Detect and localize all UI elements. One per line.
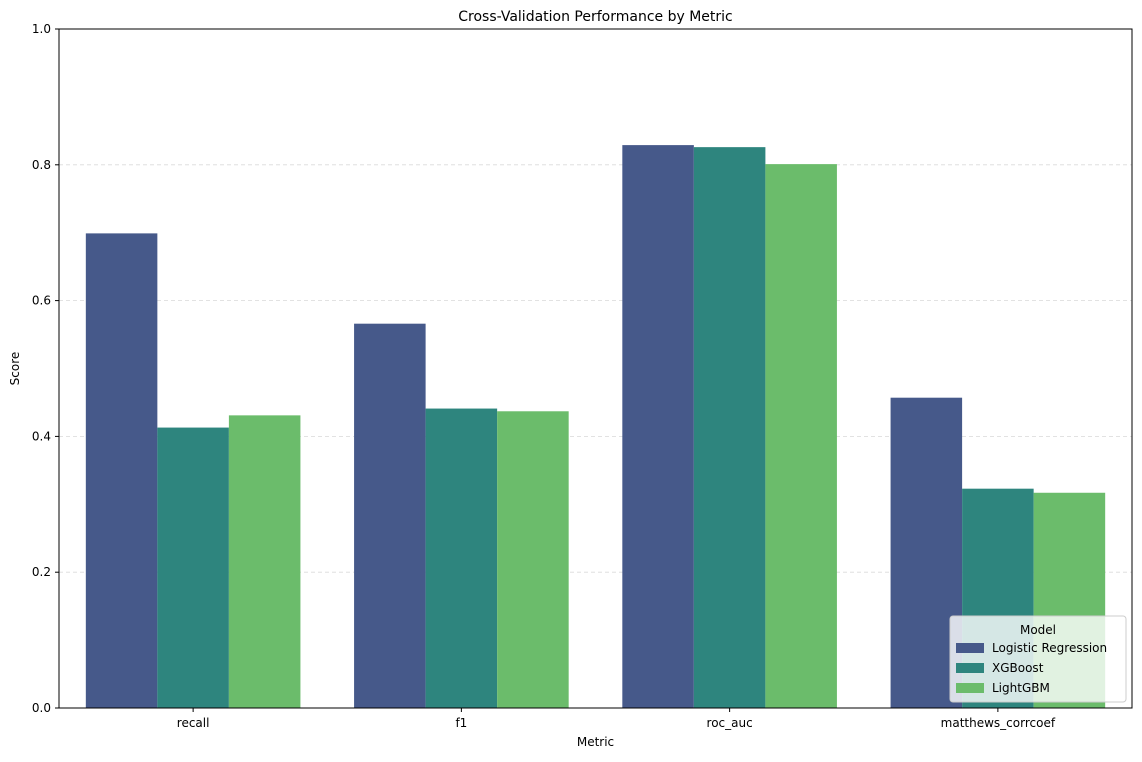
legend-swatch [956,663,984,673]
bar-roc_auc-logistic-regression [622,145,694,708]
y-tick-label: 0.2 [32,565,51,579]
legend-title: Model [1020,623,1056,637]
bar-roc_auc-xgboost [693,147,766,708]
legend-swatch [956,683,984,693]
axes: 0.0 0.2 0.4 0.6 0.8 1.0 recall f1 roc_auc matthew… [32,22,1133,730]
legend-label: LightGBM [992,681,1050,695]
bar-f1-logistic-regression [354,323,426,708]
y-tick-label: 0.8 [32,158,51,172]
bar-recall-xgboost [157,427,229,708]
bar-roc_auc-lightgbm [765,164,837,709]
y-tick-label: 0.6 [32,294,51,308]
x-tick-label: f1 [455,716,467,730]
legend-swatch [956,643,984,653]
legend: Model Logistic Regression XGBoost LightGBM [949,615,1127,703]
plot-frame [58,28,1133,709]
y-axis-title: Score [8,352,22,386]
bars [85,145,1106,709]
bar-f1-xgboost [425,408,498,708]
y-tick-label: 1.0 [32,22,51,36]
x-tick-label: roc_auc [707,716,753,730]
y-tick-label: 0.4 [32,429,51,443]
chart-title: Cross-Validation Performance by Metric [458,9,733,25]
bar-recall-logistic-regression [85,233,158,708]
y-tick-label: 0.0 [32,701,51,715]
legend-label: Logistic Regression [992,641,1107,655]
x-axis-title: Metric [577,735,614,749]
bar-f1-lightgbm [497,411,569,708]
legend-label: XGBoost [992,661,1044,675]
x-tick-label: recall [177,716,210,730]
legend-box [949,615,1127,703]
bar-recall-lightgbm [228,415,301,708]
x-tick-label: matthews_corrcoef [941,716,1056,730]
